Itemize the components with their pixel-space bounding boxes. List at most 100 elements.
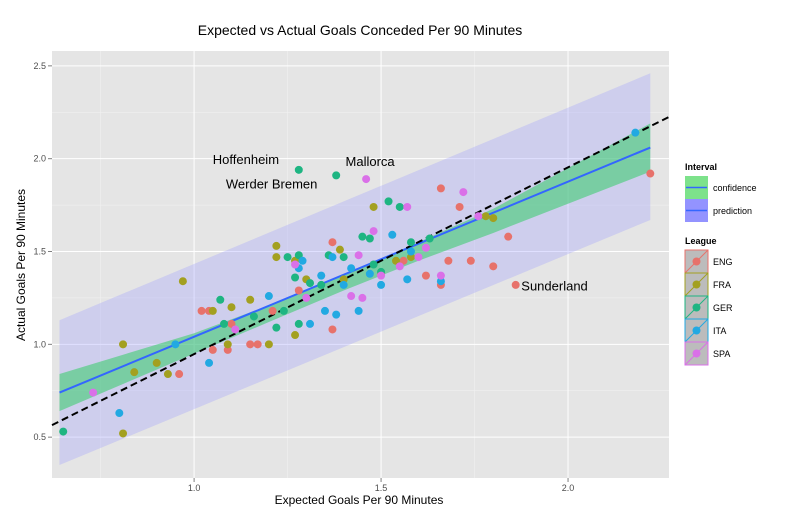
data-point: [291, 260, 300, 269]
data-point: [283, 253, 292, 262]
x-tick-label: 2.0: [562, 483, 575, 493]
data-point: [425, 234, 434, 243]
legend-key-ger: [684, 295, 709, 320]
data-point: [317, 271, 326, 280]
legend-point: [692, 280, 701, 289]
data-point: [216, 295, 225, 304]
data-point: [119, 429, 128, 438]
data-point: [414, 253, 423, 262]
series-fra: [119, 202, 498, 438]
data-point: [227, 303, 236, 312]
data-point: [332, 310, 341, 319]
data-point: [59, 427, 68, 436]
data-point: [298, 256, 307, 265]
data-point: [264, 292, 273, 301]
data-point: [436, 277, 445, 286]
data-point: [489, 262, 498, 271]
x-tick-label: 1.0: [188, 483, 201, 493]
data-point: [436, 184, 445, 193]
data-point: [395, 202, 404, 211]
data-point: [369, 227, 378, 236]
data-point: [339, 275, 348, 284]
data-point: [272, 323, 281, 332]
data-point: [223, 340, 232, 349]
chart-title: Expected vs Actual Goals Conceded Per 90…: [198, 22, 523, 38]
legend-label: FRA: [713, 280, 731, 290]
y-tick-label: 1.0: [33, 339, 46, 349]
data-point: [436, 271, 445, 280]
data-point: [511, 280, 520, 289]
data-point: [365, 234, 374, 243]
data-point: [291, 331, 300, 340]
data-point: [249, 312, 258, 321]
legend: Interval confidence prediction League ENG FRA…: [684, 162, 757, 366]
legend-label: prediction: [713, 206, 752, 216]
legend-label: ENG: [713, 257, 733, 267]
data-point: [369, 260, 378, 269]
data-point: [119, 340, 128, 349]
data-point: [208, 345, 217, 354]
data-point: [466, 256, 475, 265]
data-point: [347, 292, 356, 301]
legend-title: Interval: [685, 162, 717, 172]
data-point: [89, 388, 98, 397]
legend-label: SPA: [713, 349, 730, 359]
data-point: [384, 197, 393, 206]
data-point: [406, 253, 415, 262]
legend-key-spa: [684, 341, 709, 366]
data-point: [474, 212, 483, 221]
data-point: [152, 358, 161, 367]
data-point: [328, 238, 337, 247]
data-point: [294, 319, 303, 328]
data-point: [481, 212, 490, 221]
data-point: [320, 306, 329, 315]
data-point: [403, 202, 412, 211]
point-label: Hoffenheim: [213, 152, 279, 167]
regression-line: [59, 146, 651, 394]
y-tick-label: 0.5: [33, 432, 46, 442]
data-point: [377, 271, 386, 280]
legend-key-confidence: [685, 176, 708, 199]
point-label: Mallorca: [346, 154, 396, 169]
data-point: [223, 345, 232, 354]
x-axis-title: Expected Goals Per 90 Minutes: [275, 493, 444, 507]
legend-title: League: [685, 236, 717, 246]
legend-point: [692, 326, 701, 335]
data-point: [246, 340, 255, 349]
data-point: [264, 340, 273, 349]
data-point: [455, 202, 464, 211]
data-point: [115, 409, 124, 418]
data-point: [306, 279, 315, 288]
data-point: [444, 256, 453, 265]
x-tick-label: 1.5: [375, 483, 388, 493]
y-tick-label: 1.5: [33, 247, 46, 257]
data-point: [459, 188, 468, 197]
data-point: [406, 238, 415, 247]
data-point: [328, 253, 337, 262]
data-point: [171, 340, 180, 349]
data-point: [272, 241, 281, 250]
data-point: [365, 269, 374, 278]
data-point: [294, 286, 303, 295]
legend-key-prediction: [685, 199, 708, 222]
panel-background: [52, 51, 669, 478]
data-point: [395, 262, 404, 271]
legend-swatch-border: [684, 341, 709, 366]
data-point: [268, 306, 277, 315]
data-point: [369, 202, 378, 211]
data-point: [302, 293, 311, 302]
series-spa: [89, 175, 483, 397]
data-point: [421, 243, 430, 252]
legend-key-eng: [684, 249, 709, 274]
data-point: [272, 253, 281, 262]
data-point: [421, 271, 430, 280]
data-point: [489, 214, 498, 223]
data-point: [246, 295, 255, 304]
legend-label: ITA: [713, 326, 726, 336]
data-point: [388, 230, 397, 239]
data-point: [347, 264, 356, 273]
data-point: [339, 253, 348, 262]
data-point: [178, 277, 187, 286]
data-point: [406, 247, 415, 256]
